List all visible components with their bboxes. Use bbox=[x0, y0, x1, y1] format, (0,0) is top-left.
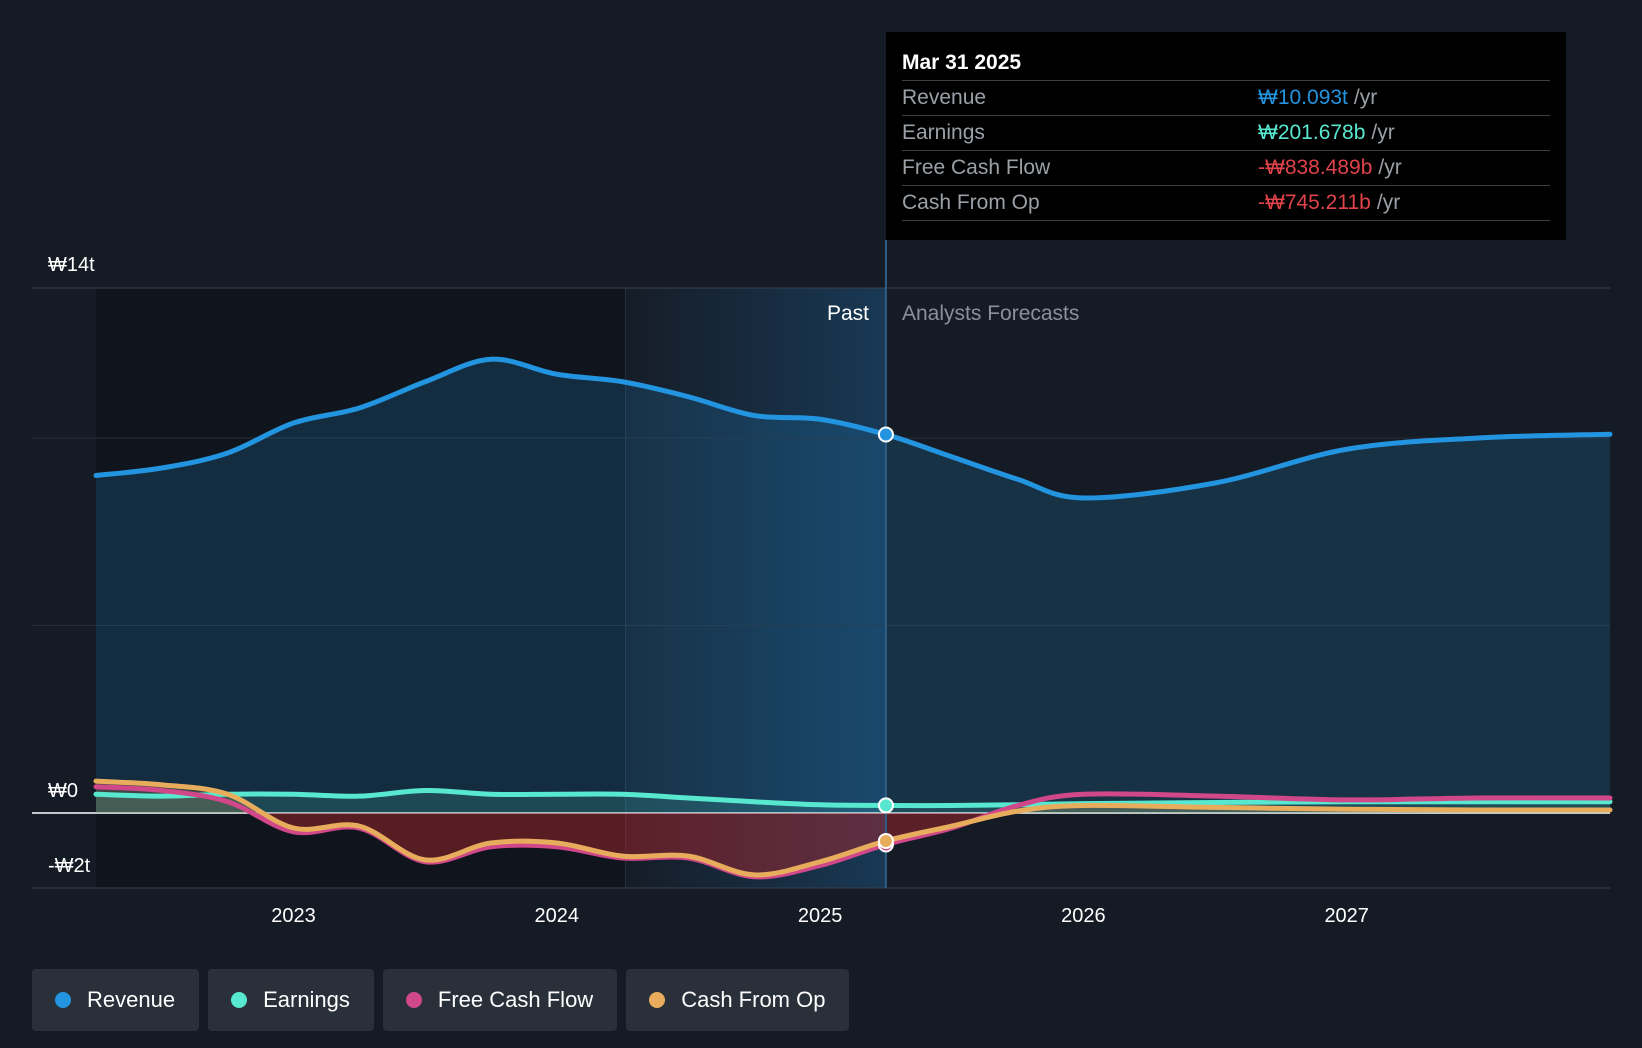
free-cash-flow-negative-area bbox=[96, 813, 1610, 877]
x-tick-label: 2024 bbox=[535, 905, 580, 927]
legend-item-earnings[interactable]: Earnings bbox=[208, 969, 374, 1031]
cash-from-op-line bbox=[93, 778, 1613, 878]
x-tick-label: 2023 bbox=[271, 905, 316, 927]
revenue-marker bbox=[877, 426, 894, 443]
legend-item-revenue[interactable]: Revenue bbox=[32, 969, 200, 1031]
earnings-marker bbox=[877, 797, 894, 814]
past-region-highlight bbox=[625, 288, 886, 888]
cash-from-op-marker bbox=[877, 832, 894, 849]
tooltip-value: ₩201.678b bbox=[1258, 121, 1366, 144]
legend: Revenue Earnings Free Cash Flow Cash Fro… bbox=[32, 969, 850, 1031]
tooltip-value: -₩745.211b bbox=[1258, 191, 1371, 214]
legend-dot-icon bbox=[231, 992, 248, 1008]
tooltip-date: Mar 31 2025 bbox=[902, 51, 1022, 74]
legend-item-free-cash-flow[interactable]: Free Cash Flow bbox=[382, 969, 618, 1031]
tooltip-row-earnings: Earnings ₩201.678b /yr bbox=[902, 115, 1550, 150]
x-tick-label: 2027 bbox=[1324, 905, 1369, 927]
tooltip-unit: /yr bbox=[1376, 191, 1401, 214]
legend-label: Cash From Op bbox=[681, 987, 826, 1012]
tooltip-unit: /yr bbox=[1353, 86, 1378, 109]
legend-dot-icon bbox=[405, 992, 422, 1008]
revenue-line bbox=[93, 356, 1613, 501]
tooltip-name: Cash From Op bbox=[902, 191, 1040, 214]
forecast-label: Analysts Forecasts bbox=[902, 302, 1079, 325]
tooltip-row-revenue: Revenue ₩10.093t /yr bbox=[902, 80, 1550, 115]
y-label-bottom: -₩2t bbox=[48, 855, 91, 877]
tooltip: Mar 31 2025 Revenue ₩10.093t /yr Earning… bbox=[886, 32, 1566, 240]
legend-dot-icon bbox=[649, 992, 666, 1008]
tooltip-name: Free Cash Flow bbox=[902, 156, 1051, 179]
legend-dot-icon bbox=[55, 992, 71, 1008]
tooltip-value: ₩10.093t bbox=[1258, 86, 1348, 109]
tooltip-name: Earnings bbox=[902, 121, 985, 144]
tooltip-unit: /yr bbox=[1371, 121, 1395, 144]
earnings-line bbox=[93, 787, 1613, 809]
legend-label: Free Cash Flow bbox=[437, 987, 594, 1012]
y-label-top: ₩14t bbox=[48, 254, 95, 276]
x-tick-label: 2026 bbox=[1061, 905, 1106, 927]
revenue-area bbox=[96, 359, 1610, 813]
legend-label: Revenue bbox=[87, 987, 176, 1012]
legend-item-cash-from-op[interactable]: Cash From Op bbox=[626, 969, 850, 1031]
tooltip-unit: /yr bbox=[1378, 156, 1402, 179]
tooltip-row-cash-from-op: Cash From Op -₩745.211b /yr bbox=[902, 185, 1550, 221]
y-label-zero: ₩0 bbox=[48, 780, 78, 802]
past-label: Past bbox=[827, 302, 869, 325]
tooltip-name: Revenue bbox=[902, 86, 987, 109]
x-tick-label: 2025 bbox=[798, 905, 843, 927]
legend-label: Earnings bbox=[263, 987, 350, 1012]
tooltip-row-free-cash-flow: Free Cash Flow -₩838.489b /yr bbox=[902, 150, 1550, 185]
tooltip-value: -₩838.489b bbox=[1258, 156, 1373, 179]
